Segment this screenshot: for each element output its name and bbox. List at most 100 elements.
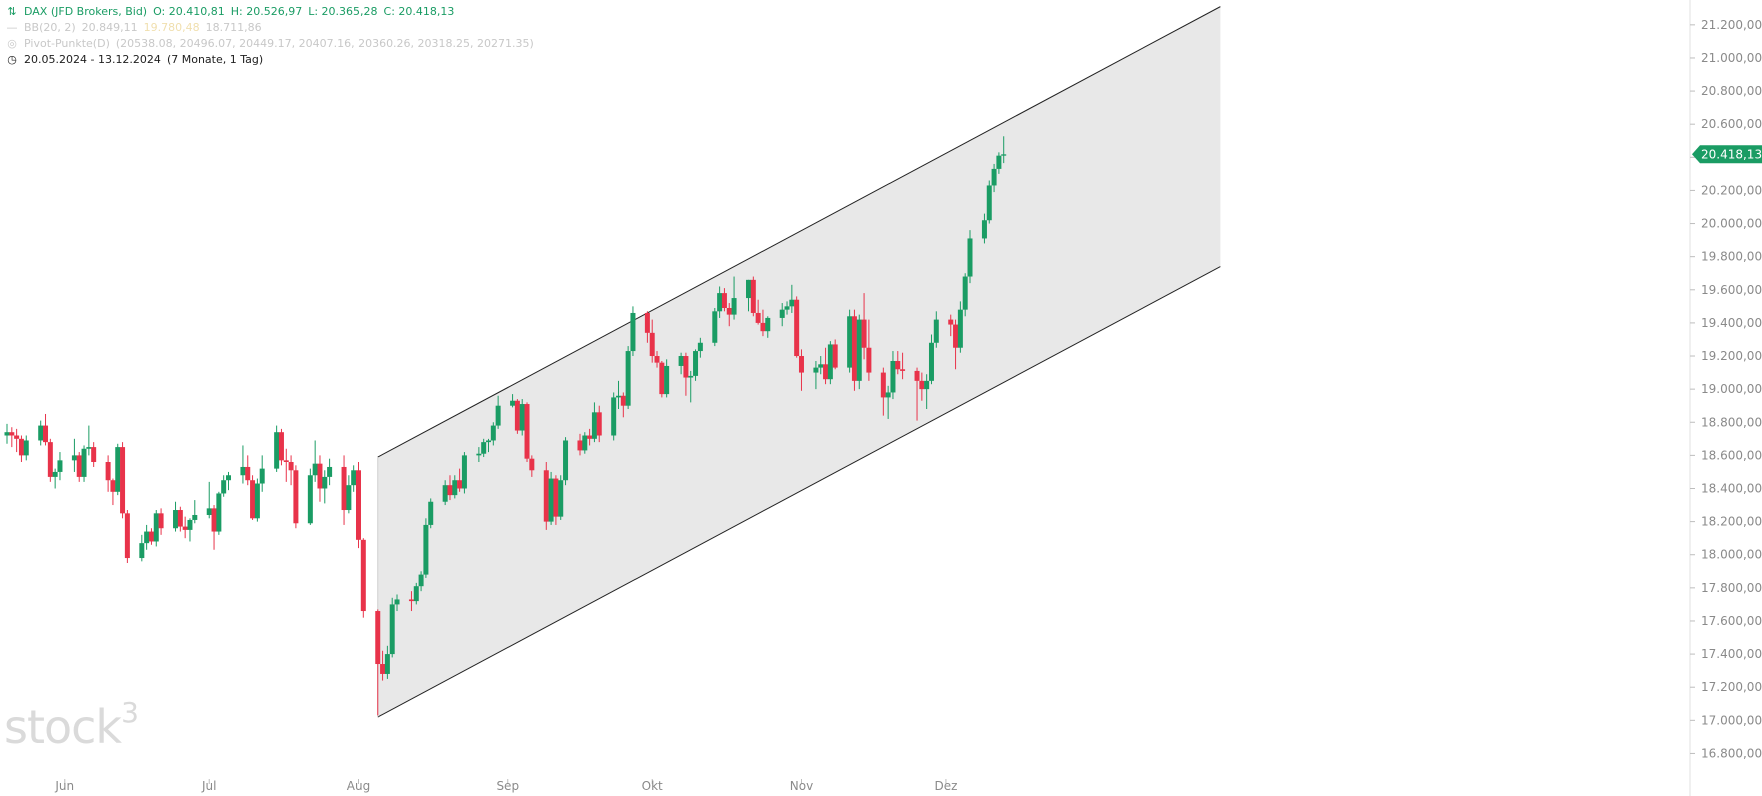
candle-body (847, 316, 853, 368)
candle (510, 394, 516, 408)
candle-body (187, 519, 193, 530)
chart-legend: ⇅ DAX (JFD Brokers, Bid) O: 20.410,81 H:… (6, 4, 540, 68)
candle (283, 448, 289, 482)
channel-lower-line[interactable] (377, 266, 1221, 718)
candle (928, 334, 934, 385)
candle (933, 311, 939, 348)
last-price-label: 20.418,13 (1701, 147, 1762, 161)
candle (351, 465, 357, 492)
candle-body (418, 574, 424, 587)
candle-body (240, 466, 246, 476)
candle-body (71, 455, 77, 461)
x-tick-label: Sep (496, 779, 519, 793)
candle (847, 309, 853, 373)
candle (182, 516, 188, 539)
candle (144, 524, 150, 550)
candle-body (818, 364, 824, 368)
candle (948, 314, 954, 337)
y-tick-label: 21.200,00 (1701, 18, 1762, 32)
candle (962, 273, 968, 317)
candle-body (144, 531, 150, 544)
candle-body (524, 404, 530, 459)
candle (428, 498, 434, 529)
candle (712, 308, 718, 347)
candle (115, 443, 121, 496)
candle-body (986, 185, 992, 221)
candle (14, 428, 20, 453)
price-axis[interactable]: 16.800,00 17.000,00 17.200,00 17.400,00 17.6… (1689, 0, 1762, 796)
pivot-icon: ◎ (7, 37, 17, 50)
candle-body (57, 460, 63, 472)
candle (274, 425, 280, 472)
candle (683, 352, 689, 396)
candle-body (683, 356, 689, 378)
candle (57, 452, 63, 481)
candle (625, 346, 631, 410)
candle-body (81, 448, 87, 477)
candle-body (885, 392, 891, 398)
candle-body (967, 238, 973, 277)
candle (823, 347, 829, 385)
candle (486, 438, 491, 453)
candle-body (177, 510, 183, 527)
candle-body (616, 395, 622, 398)
candle-body (76, 455, 82, 477)
candle-body (644, 312, 650, 333)
candle (91, 442, 97, 467)
candle-body (317, 463, 323, 489)
ohlc-close: C: 20.418,13 (383, 5, 455, 18)
candle (866, 319, 872, 381)
candle (596, 405, 602, 443)
candle-body (225, 475, 231, 481)
candle-body (327, 466, 333, 477)
candle (394, 594, 400, 612)
bb-upper: 20.849,11 (81, 21, 138, 34)
candle (259, 455, 265, 492)
candle-body (596, 412, 602, 436)
y-tick-label: 17.000,00 (1701, 713, 1762, 727)
candle (23, 435, 29, 461)
y-tick-label: 17.200,00 (1701, 680, 1762, 694)
candle (900, 352, 906, 380)
candle-body (105, 462, 111, 481)
candle-body (731, 298, 737, 315)
candle (158, 508, 164, 535)
y-tick-label: 20.000,00 (1701, 217, 1762, 231)
candle-body (384, 654, 390, 674)
candle (254, 478, 260, 522)
candle (317, 455, 323, 502)
candle (558, 475, 564, 520)
candle-body (693, 351, 699, 376)
candle (225, 471, 231, 491)
candle-body (948, 319, 954, 325)
candle-body (659, 362, 665, 395)
candle-body (789, 299, 795, 307)
candle-body (697, 342, 703, 352)
candle (1001, 136, 1007, 164)
x-tick-label: Jul (201, 779, 216, 793)
candle (717, 286, 723, 318)
candle (153, 510, 159, 547)
candle-body (52, 471, 58, 477)
candle-body (611, 397, 617, 436)
y-tick-label: 17.400,00 (1701, 647, 1762, 661)
time-axis[interactable]: Jun Jul Aug Sep Okt Nov Dez (54, 779, 957, 793)
candle-body (712, 311, 718, 343)
candle (895, 351, 901, 375)
candle-body (23, 440, 29, 456)
last-price-badge (1692, 145, 1762, 164)
candle (384, 645, 390, 679)
candle-body (278, 432, 284, 461)
candle-body (563, 440, 569, 481)
candle (76, 452, 82, 482)
candle (524, 402, 530, 462)
candle-body (312, 463, 318, 476)
candle-body (351, 470, 357, 486)
candle (957, 301, 963, 353)
candle-body (442, 485, 448, 502)
channel-upper-line[interactable] (377, 6, 1221, 458)
ohlc-high: H: 20.526,97 (230, 5, 303, 18)
candle-body (794, 299, 800, 357)
candle (423, 518, 429, 578)
